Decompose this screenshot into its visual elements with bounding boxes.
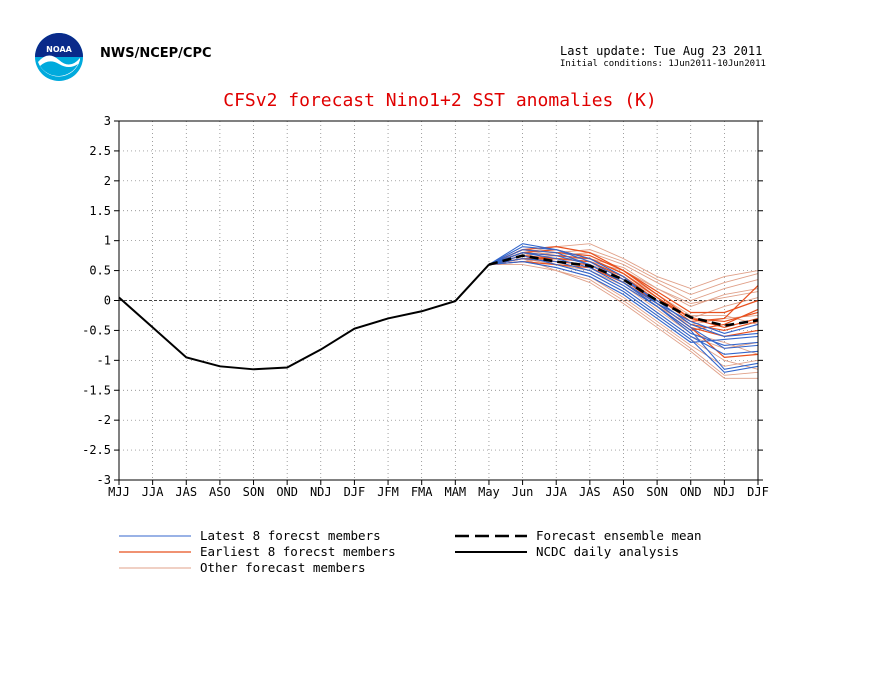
- y-tick-label: 2.5: [89, 144, 111, 158]
- legend-label-mean: Forecast ensemble mean: [536, 528, 702, 543]
- x-tick-label: JFM: [377, 485, 399, 499]
- noaa-logo-icon: NOAA: [34, 32, 84, 82]
- y-tick-label: 0.5: [89, 264, 111, 278]
- x-tick-label: NDJ: [310, 485, 332, 499]
- x-tick-label: JJA: [142, 485, 164, 499]
- initial-conditions-label: Initial conditions: 1Jun2011-10Jun2011: [560, 59, 766, 69]
- svg-text:NOAA: NOAA: [46, 45, 72, 54]
- y-tick-label: 1: [104, 234, 111, 248]
- other-members-lines: [488, 243, 759, 379]
- analysis-line: [118, 263, 490, 371]
- x-tick-label: DJF: [344, 485, 366, 499]
- y-tick-label: 1.5: [89, 204, 111, 218]
- x-tick-label: ASO: [209, 485, 231, 499]
- y-axis-ticks: 3 2.5 2 1.5 1 0.5 0 -0.5 -1 -1.5 -2 -2.5 -3: [82, 114, 763, 487]
- legend-label-other: Other forecast members: [200, 560, 366, 575]
- latest-member-line: [488, 252, 759, 334]
- x-tick-label: OND: [680, 485, 702, 499]
- y-tick-label: 0: [104, 294, 111, 308]
- x-tick-label: JJA: [545, 485, 567, 499]
- ensemble-mean-line: [488, 254, 759, 327]
- y-tick-label: -2.5: [82, 443, 111, 457]
- y-tick-label: -3: [97, 473, 111, 487]
- y-tick-label: -2: [97, 413, 111, 427]
- x-tick-label: OND: [276, 485, 298, 499]
- x-tick-label: FMA: [411, 485, 433, 499]
- x-tick-label: SON: [646, 485, 668, 499]
- x-tick-label: Jun: [512, 485, 534, 499]
- x-tick-label: JAS: [175, 485, 197, 499]
- chart-grid: [119, 121, 758, 480]
- org-label: NWS/NCEP/CPC: [100, 46, 212, 61]
- latest-members-lines: [488, 243, 759, 373]
- latest-member-line: [488, 243, 759, 337]
- y-tick-label: 2: [104, 174, 111, 188]
- ncdc-analysis-line: [118, 263, 490, 371]
- ensemble-mean-line-path: [488, 254, 759, 327]
- chart-title: CFSv2 forecast Nino1+2 SST anomalies (K): [223, 90, 657, 111]
- x-tick-label: DJF: [747, 485, 769, 499]
- legend-label-earliest: Earliest 8 forecst members: [200, 544, 396, 559]
- latest-member-line: [488, 261, 759, 343]
- legend-label-analysis: NCDC daily analysis: [536, 544, 679, 559]
- x-tick-label: May: [478, 485, 500, 499]
- x-tick-label: MJJ: [108, 485, 130, 499]
- x-tick-label: ASO: [613, 485, 635, 499]
- legend-label-latest: Latest 8 forecst members: [200, 528, 381, 543]
- y-tick-label: -0.5: [82, 323, 111, 337]
- x-tick-label: NDJ: [714, 485, 736, 499]
- y-tick-label: -1: [97, 353, 111, 367]
- last-update-label: Last update: Tue Aug 23 2011: [560, 44, 763, 58]
- y-tick-label: -1.5: [82, 383, 111, 397]
- earliest-member-line: [488, 249, 759, 323]
- latest-member-line: [488, 258, 759, 355]
- x-tick-label: SON: [243, 485, 265, 499]
- x-tick-label: MAM: [444, 485, 466, 499]
- x-axis-ticks: MJJ JJA JAS ASO SON OND NDJ DJF JFM FMA MAM May Jun J…: [108, 480, 769, 499]
- x-tick-label: JAS: [579, 485, 601, 499]
- latest-member-line: [488, 252, 759, 370]
- y-tick-label: 3: [104, 114, 111, 128]
- other-member-line: [488, 264, 759, 376]
